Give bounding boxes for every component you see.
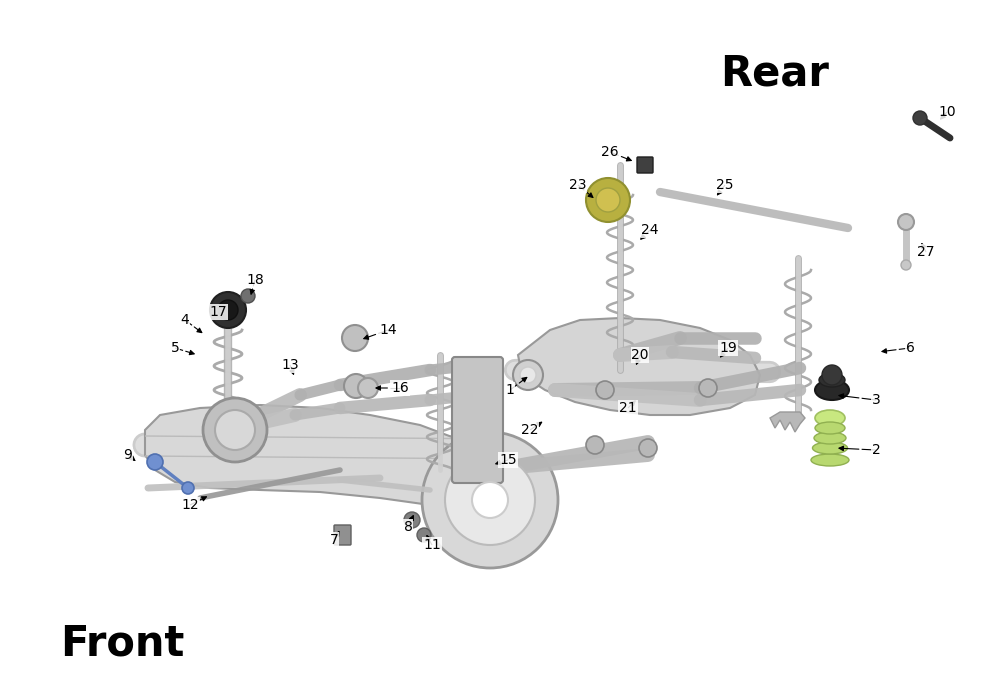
Text: 26: 26: [601, 145, 619, 159]
Text: 13: 13: [281, 358, 299, 372]
FancyBboxPatch shape: [637, 157, 653, 173]
Polygon shape: [770, 412, 805, 432]
Circle shape: [404, 512, 420, 528]
Circle shape: [586, 436, 604, 454]
Ellipse shape: [811, 454, 849, 466]
Text: 17: 17: [209, 305, 227, 319]
Circle shape: [147, 454, 163, 470]
Text: 12: 12: [181, 498, 199, 512]
Circle shape: [639, 439, 657, 457]
Circle shape: [596, 188, 620, 212]
Circle shape: [513, 360, 543, 390]
Text: 20: 20: [631, 348, 649, 362]
Text: 4: 4: [181, 313, 189, 327]
Text: 1: 1: [506, 383, 514, 397]
Text: 2: 2: [872, 443, 880, 457]
Ellipse shape: [815, 380, 849, 400]
Circle shape: [218, 300, 238, 320]
Circle shape: [241, 289, 255, 303]
Text: 7: 7: [330, 533, 338, 547]
FancyBboxPatch shape: [452, 357, 503, 483]
Circle shape: [822, 365, 842, 385]
Circle shape: [422, 432, 558, 568]
Circle shape: [913, 111, 927, 125]
Text: 27: 27: [917, 245, 935, 259]
Circle shape: [182, 482, 194, 494]
Text: 23: 23: [569, 178, 587, 192]
Circle shape: [472, 482, 508, 518]
Text: 5: 5: [171, 341, 179, 355]
Circle shape: [901, 260, 911, 270]
Circle shape: [215, 410, 255, 450]
Polygon shape: [145, 405, 500, 505]
Text: 19: 19: [719, 341, 737, 355]
Circle shape: [417, 528, 431, 542]
Text: 11: 11: [423, 538, 441, 552]
Circle shape: [342, 325, 368, 351]
Text: 18: 18: [246, 273, 264, 287]
Text: 10: 10: [938, 105, 956, 119]
Ellipse shape: [812, 442, 848, 454]
Circle shape: [203, 398, 267, 462]
Circle shape: [586, 178, 630, 222]
Circle shape: [898, 214, 914, 230]
Text: 24: 24: [641, 223, 659, 237]
Polygon shape: [518, 318, 760, 415]
Circle shape: [520, 367, 536, 383]
Text: 21: 21: [619, 401, 637, 415]
Text: 3: 3: [872, 393, 880, 407]
Text: 25: 25: [716, 178, 734, 192]
Text: 15: 15: [499, 453, 517, 467]
Ellipse shape: [814, 432, 846, 444]
Ellipse shape: [815, 410, 845, 426]
Text: 6: 6: [906, 341, 914, 355]
Circle shape: [445, 455, 535, 545]
Text: Front: Front: [60, 622, 184, 664]
Circle shape: [210, 292, 246, 328]
Text: 22: 22: [521, 423, 539, 437]
Ellipse shape: [815, 422, 845, 434]
Text: 8: 8: [404, 520, 412, 534]
Text: 9: 9: [124, 448, 132, 462]
Circle shape: [358, 378, 378, 398]
Text: 14: 14: [379, 323, 397, 337]
Circle shape: [344, 374, 368, 398]
Text: 16: 16: [391, 381, 409, 395]
Text: Rear: Rear: [720, 52, 829, 94]
Circle shape: [596, 381, 614, 399]
Circle shape: [699, 379, 717, 397]
FancyBboxPatch shape: [334, 525, 351, 545]
Ellipse shape: [819, 373, 845, 387]
